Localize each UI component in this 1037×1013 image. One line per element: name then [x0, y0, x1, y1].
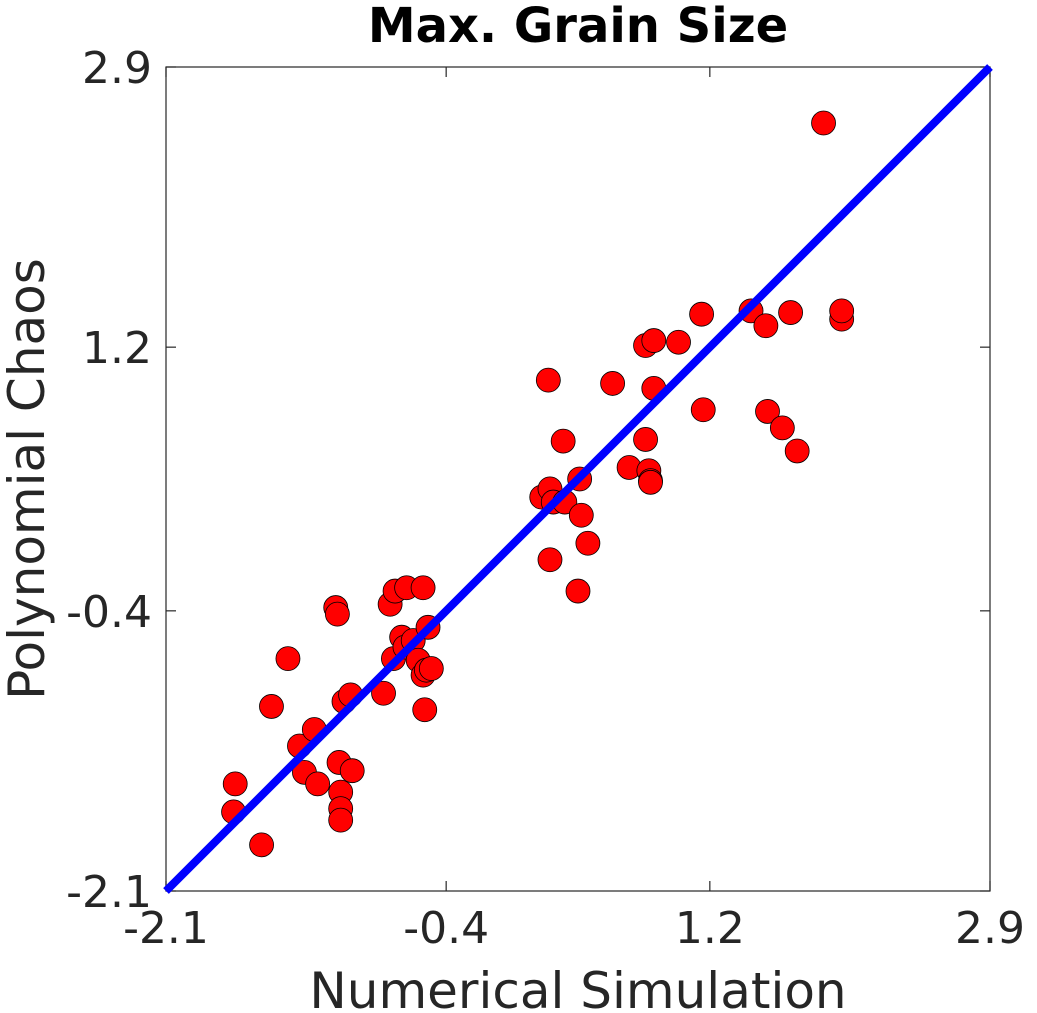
- data-point: [575, 530, 601, 556]
- data-point: [829, 298, 855, 324]
- data-point: [638, 469, 663, 495]
- data-point: [371, 680, 396, 706]
- data-point: [641, 328, 667, 353]
- data-point: [753, 313, 779, 339]
- tick-labels: -2.1 -0.4 1.2 2.9 -2.1 -0.4 1.2 2.9: [66, 43, 1025, 954]
- data-point: [412, 697, 438, 723]
- data-point: [778, 300, 803, 325]
- data-point: [755, 399, 780, 424]
- data-point: [324, 601, 350, 627]
- y-tick-label: -2.1: [66, 867, 152, 918]
- data-point: [339, 758, 365, 784]
- data-point: [249, 832, 274, 858]
- y-axis-label: Polynomial Chaos: [0, 258, 56, 700]
- data-point: [418, 656, 444, 681]
- data-point: [690, 397, 716, 423]
- data-point: [305, 771, 331, 797]
- x-tick-label: -0.4: [403, 903, 489, 954]
- y-tick-label: -0.4: [66, 587, 152, 638]
- data-point: [410, 575, 436, 601]
- data-point: [689, 301, 714, 327]
- y-tick-label: 1.2: [82, 323, 152, 374]
- x-tick-label: -2.1: [123, 903, 209, 954]
- data-point: [275, 646, 301, 672]
- chart-title: Max. Grain Size: [368, 0, 788, 54]
- data-point: [535, 367, 561, 393]
- data-point: [769, 415, 795, 441]
- data-point: [537, 547, 563, 573]
- data-point: [784, 438, 810, 464]
- x-tick-label: 2.9: [955, 903, 1025, 954]
- data-point: [328, 807, 354, 833]
- x-tick-label: 1.2: [675, 903, 745, 954]
- data-point: [565, 578, 591, 604]
- data-point: [259, 694, 284, 719]
- x-axis-label: Numerical Simulation: [309, 962, 846, 1013]
- data-point: [550, 428, 576, 454]
- data-point: [811, 110, 836, 136]
- data-point: [568, 502, 594, 528]
- y-tick-label: 2.9: [82, 43, 152, 94]
- data-point: [600, 371, 626, 396]
- data-point: [222, 771, 248, 797]
- data-point: [633, 427, 658, 452]
- reference-line: [163, 64, 993, 894]
- data-point: [666, 329, 691, 355]
